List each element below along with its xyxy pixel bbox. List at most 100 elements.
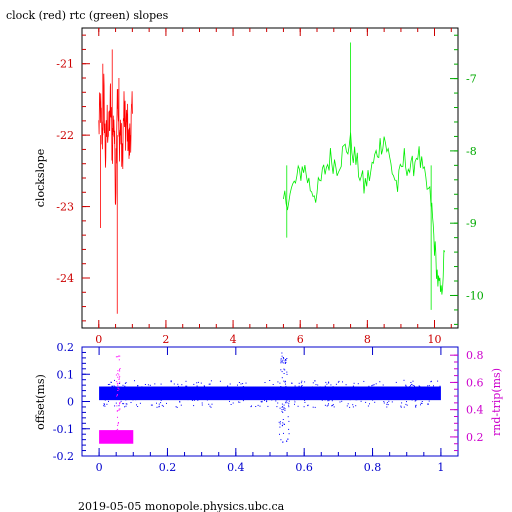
bottom-offset-point [248, 396, 250, 398]
bottom-offset-point [208, 403, 210, 405]
bottom-offset-point [137, 406, 139, 407]
bottom-offset-point [291, 382, 293, 384]
bottom-offset-point [420, 399, 422, 401]
bottom-offset-point [193, 405, 195, 407]
bottom-offset-point [315, 395, 317, 396]
bottom-offset-point [124, 382, 126, 384]
bottom-offset-point [158, 403, 160, 405]
bottom-offset-point [415, 400, 417, 402]
bottom-offset-point [164, 389, 166, 391]
top-series-rtc-line [283, 132, 445, 295]
bottom-offset-point [169, 390, 171, 392]
bottom-offset-point [114, 386, 116, 388]
bottom-offset-point [383, 396, 385, 398]
bottom-offset-point [340, 387, 342, 389]
bottom-offset-point [238, 401, 239, 403]
bottom-offset-point [173, 393, 175, 395]
bottom-offset-point [317, 384, 319, 386]
bottom-left-tick-label: -0.1 [53, 423, 74, 436]
bottom-offset-point [386, 389, 388, 391]
bottom-offset-point [390, 393, 392, 395]
bottom-offset-point [439, 385, 441, 387]
bottom-offset-point [304, 381, 306, 383]
bottom-offset-point [205, 396, 207, 398]
footer-text: 2019-05-05 monopole.physics.ubc.ca [78, 500, 285, 512]
bottom-offset-point [229, 383, 231, 385]
bottom-offset-point [411, 395, 413, 397]
bottom-offset-point [423, 386, 425, 388]
bottom-offset-point [346, 405, 348, 407]
bottom-offset-point [312, 406, 314, 408]
bottom-offset-point [261, 400, 263, 402]
bottom-offset-point [317, 393, 319, 395]
bottom-offset-point [431, 388, 433, 390]
top-x-tick-label: 0 [95, 333, 102, 346]
bottom-offset-point [379, 389, 381, 391]
bottom-offset-point [180, 404, 182, 406]
bottom-offset-dip-point [285, 361, 287, 363]
bottom-offset-dip-point [282, 362, 284, 364]
bottom-rndtrip-spike-point [116, 405, 118, 407]
bottom-offset-dip-point [280, 362, 282, 364]
bottom-offset-point [221, 389, 223, 391]
bottom-offset-point [424, 396, 426, 398]
bottom-offset-point [405, 403, 407, 405]
bottom-offset-point [415, 406, 417, 408]
bottom-offset-point [363, 380, 365, 382]
bottom-offset-point [281, 406, 283, 408]
bottom-offset-point [403, 406, 405, 408]
bottom-offset-point [356, 399, 358, 401]
bottom-offset-point [375, 395, 377, 396]
bottom-offset-point [344, 394, 346, 395]
bottom-offset-point [154, 383, 156, 385]
bottom-offset-point [238, 394, 240, 396]
bottom-offset-point [405, 384, 407, 386]
bottom-offset-point [185, 385, 187, 387]
bottom-rndtrip-spike-point [119, 376, 121, 378]
bottom-offset-point [289, 391, 291, 393]
bottom-offset-point [161, 391, 163, 393]
bottom-offset-point [409, 386, 411, 387]
top-left-tick-label: -22 [56, 129, 74, 142]
bottom-offset-point [230, 404, 232, 405]
bottom-offset-point [317, 390, 319, 391]
bottom-rndtrip-spike-point [116, 381, 118, 383]
bottom-offset-point [242, 383, 244, 385]
bottom-series-group [99, 352, 441, 444]
bottom-offset-point [238, 395, 239, 396]
bottom-offset-point [428, 400, 430, 402]
bottom-offset-point [386, 403, 388, 405]
bottom-offset-point [176, 406, 178, 408]
bottom-offset-point [381, 390, 383, 392]
bottom-offset-dip-point [283, 408, 285, 410]
bottom-right-tick-label: 0.6 [466, 376, 484, 389]
bottom-offset-point [182, 395, 184, 397]
bottom-offset-dip-point [282, 411, 284, 413]
bottom-offset-dip-point [279, 407, 281, 409]
bottom-offset-point [245, 382, 247, 384]
bottom-offset-dip-point [280, 359, 282, 361]
bottom-offset-point [261, 401, 263, 403]
top-x-tick-label: 10 [428, 333, 442, 346]
bottom-offset-point [433, 396, 435, 398]
bottom-offset-dip-point [285, 390, 286, 392]
bottom-offset-point [415, 404, 417, 406]
top-right-tick-label: -8 [466, 145, 477, 158]
bottom-offset-point [177, 389, 179, 390]
bottom-offset-point [203, 385, 205, 387]
bottom-offset-point [221, 395, 223, 397]
bottom-offset-point [387, 404, 389, 406]
bottom-rndtrip-spike-point [117, 373, 119, 375]
bottom-left-tick-label: 0.1 [57, 368, 75, 381]
bottom-offset-point [166, 397, 168, 399]
bottom-offset-point [331, 395, 333, 397]
bottom-offset-point [325, 381, 327, 383]
bottom-offset-point [371, 395, 373, 397]
bottom-offset-point [364, 395, 366, 397]
bottom-offset-dip-point [284, 363, 286, 364]
bottom-offset-point [401, 389, 402, 391]
bottom-offset-point [412, 385, 414, 386]
bottom-offset-point [303, 406, 305, 408]
bottom-offset-point [372, 384, 374, 386]
bottom-offset-point [229, 400, 230, 402]
